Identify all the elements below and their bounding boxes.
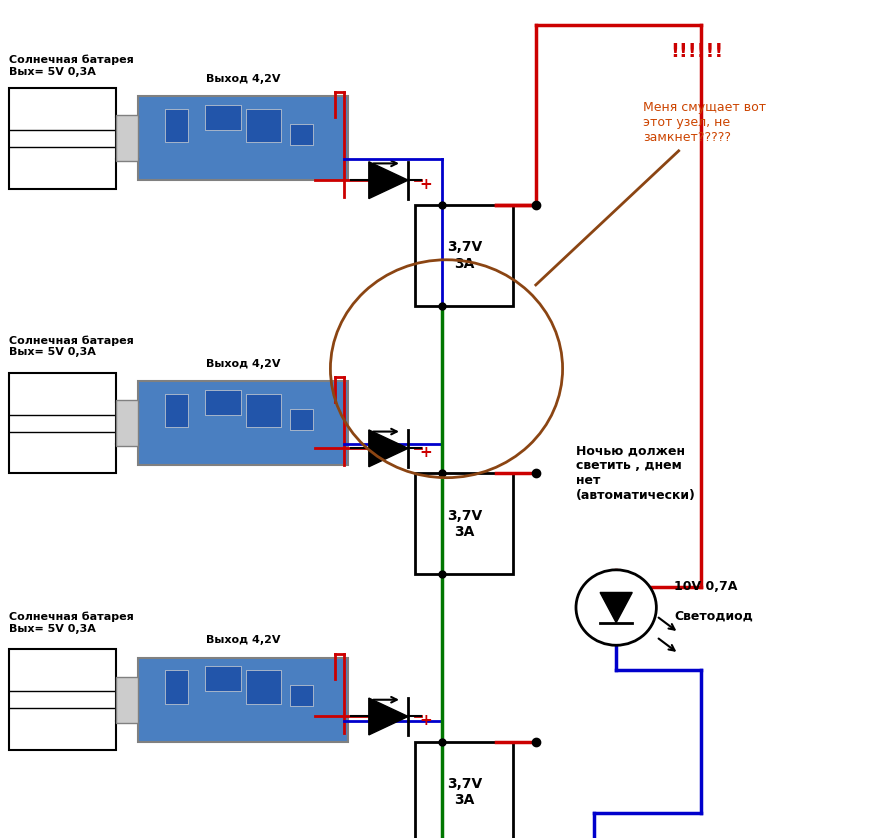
Text: Солнечная батарея
Вых= 5V 0,3А: Солнечная батарея Вых= 5V 0,3А	[9, 335, 134, 357]
Bar	[165, 670, 188, 704]
Bar	[138, 381, 348, 465]
Bar	[415, 205, 513, 306]
Text: Солнечная батарея
Вых= 5V 0,3А: Солнечная батарея Вых= 5V 0,3А	[9, 54, 134, 76]
Text: !!!!!!: !!!!!!	[670, 42, 723, 61]
Bar	[415, 473, 513, 574]
Text: Меня смущает вот
этот узел, не
замкнет?????: Меня смущает вот этот узел, не замкнет??…	[643, 101, 766, 143]
Polygon shape	[369, 430, 408, 467]
Bar	[165, 109, 188, 142]
Text: 10V 0,7А: 10V 0,7А	[674, 580, 738, 593]
Bar	[246, 670, 281, 704]
Text: 3,7V
3А: 3,7V 3А	[446, 509, 482, 539]
Bar	[9, 88, 116, 189]
Text: Светодиод: Светодиод	[674, 609, 753, 623]
Bar	[415, 742, 513, 838]
Bar	[116, 677, 138, 722]
Text: 3,7V
3А: 3,7V 3А	[446, 241, 482, 271]
Text: Ночью должен
светить , днем
нет
(автоматически): Ночью должен светить , днем нет (автомат…	[576, 444, 696, 502]
Bar	[205, 105, 241, 130]
Text: Выход 4,2V: Выход 4,2V	[206, 74, 280, 84]
Bar	[246, 394, 281, 427]
Bar	[138, 658, 348, 742]
Text: +: +	[420, 177, 432, 192]
Polygon shape	[369, 698, 408, 735]
Bar	[165, 394, 188, 427]
Text: 3,7V
3А: 3,7V 3А	[446, 777, 482, 807]
Bar	[138, 96, 348, 180]
Text: Выход 4,2V: Выход 4,2V	[206, 359, 280, 369]
Bar	[246, 109, 281, 142]
Text: +: +	[420, 445, 432, 460]
Text: Выход 4,2V: Выход 4,2V	[206, 635, 280, 645]
Bar	[205, 390, 241, 415]
Bar	[9, 649, 116, 750]
Polygon shape	[600, 592, 632, 623]
Bar	[116, 401, 138, 446]
Bar	[290, 409, 313, 430]
Bar	[290, 124, 313, 145]
Bar	[9, 373, 116, 473]
Text: +: +	[420, 713, 432, 728]
Bar	[116, 115, 138, 161]
Bar	[290, 685, 313, 706]
Polygon shape	[369, 162, 408, 199]
Circle shape	[576, 570, 656, 645]
Bar	[205, 666, 241, 691]
Text: Солнечная батарея
Вых= 5V 0,3А: Солнечная батарея Вых= 5V 0,3А	[9, 612, 134, 634]
